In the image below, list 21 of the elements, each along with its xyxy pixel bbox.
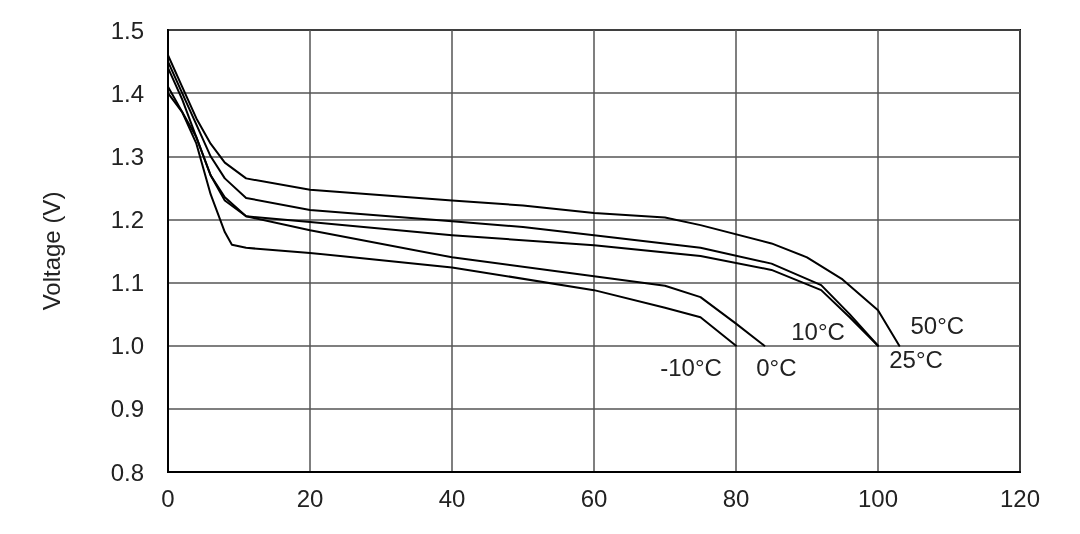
series-label: -10°C bbox=[660, 354, 722, 382]
x-tick-label: 120 bbox=[999, 484, 1041, 512]
y-tick-label: 1.2 bbox=[110, 205, 144, 233]
x-tick-label: 100 bbox=[857, 484, 899, 512]
x-tick-label: 20 bbox=[296, 484, 324, 512]
y-tick-label: 1.4 bbox=[110, 79, 144, 107]
x-tick-label: 0 bbox=[161, 484, 175, 512]
y-tick-label: 1.1 bbox=[110, 269, 144, 297]
series-label: 25°C bbox=[889, 346, 943, 374]
x-tick-label: 80 bbox=[722, 484, 750, 512]
y-tick-label: 0.9 bbox=[110, 395, 144, 423]
y-tick-label: 1.0 bbox=[110, 332, 144, 360]
y-tick-label: 1.3 bbox=[110, 142, 144, 170]
x-tick-label: 60 bbox=[580, 484, 608, 512]
series-label: 10°C bbox=[791, 318, 845, 346]
y-tick-label: 0.8 bbox=[110, 458, 144, 486]
y-axis-title: Voltage (V) bbox=[37, 191, 65, 311]
series-label: 50°C bbox=[910, 312, 965, 340]
x-tick-label: 40 bbox=[438, 484, 466, 512]
y-tick-label: 1.5 bbox=[110, 16, 144, 44]
series-label: 0°C bbox=[756, 354, 797, 382]
